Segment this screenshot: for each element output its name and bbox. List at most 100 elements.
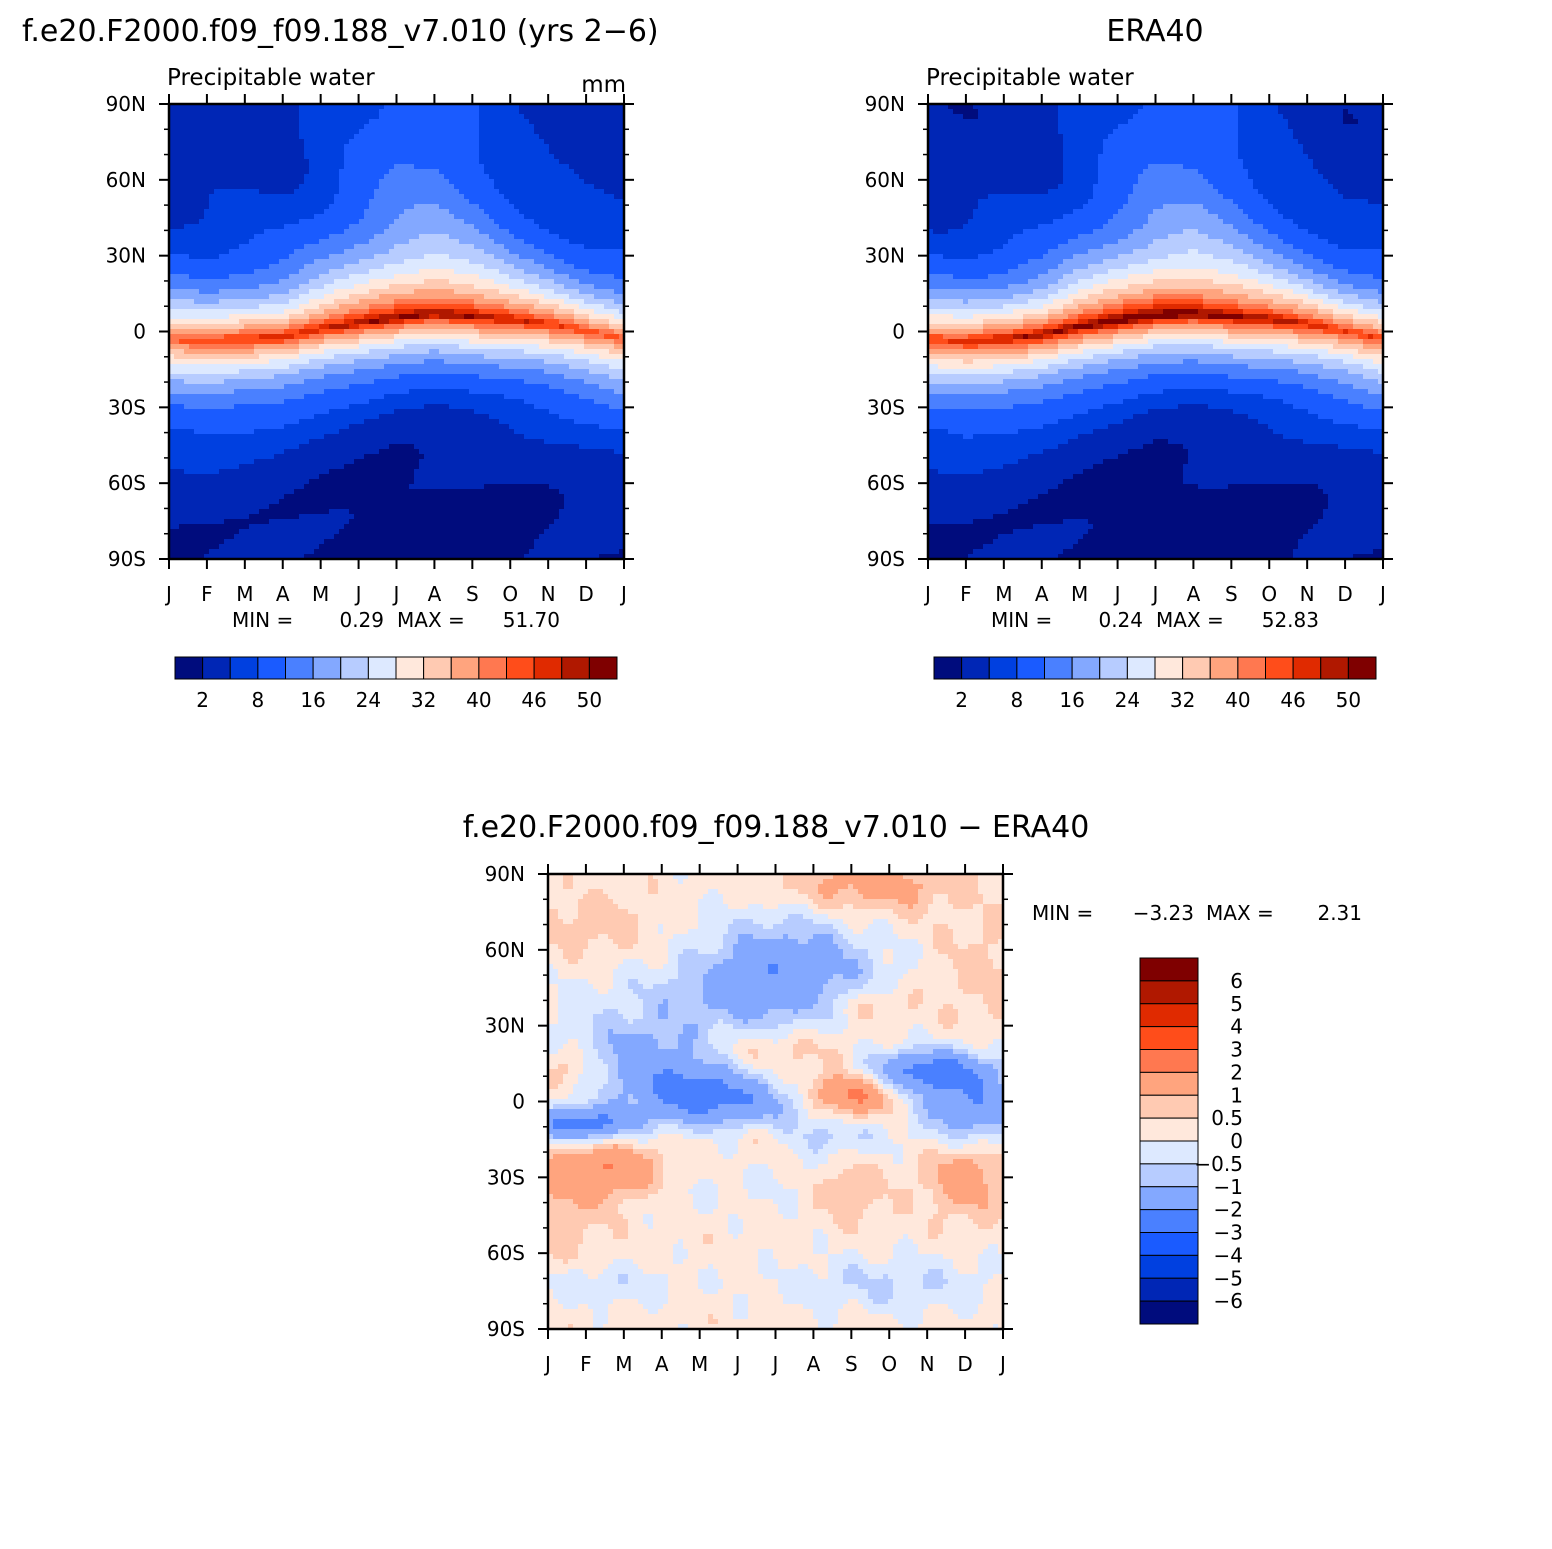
field-cell — [559, 119, 565, 125]
field-cell — [494, 304, 500, 310]
field-cell — [464, 229, 470, 235]
field-cell — [179, 214, 185, 220]
field-cell — [214, 139, 220, 145]
field-cell — [519, 149, 525, 155]
field-cell — [424, 264, 430, 270]
field-cell — [529, 274, 535, 280]
field-cell — [599, 114, 605, 120]
field-cell — [249, 204, 255, 210]
field-cell — [229, 264, 235, 270]
field-cell — [424, 369, 430, 375]
field-cell — [199, 239, 205, 245]
field-cell — [334, 169, 340, 175]
field-cell — [489, 319, 495, 325]
field-cell — [339, 294, 345, 300]
field-cell — [444, 119, 450, 125]
field-cell — [459, 329, 465, 335]
field-cell — [244, 189, 250, 195]
field-cell — [424, 209, 430, 215]
field-cell — [349, 244, 355, 250]
field-cell — [234, 134, 240, 140]
field-cell — [499, 249, 505, 255]
field-cell — [304, 104, 310, 110]
field-cell — [434, 139, 440, 145]
field-cell — [189, 269, 195, 275]
field-cell — [479, 284, 485, 290]
field-cell — [204, 234, 210, 240]
field-cell — [264, 109, 270, 115]
field-cell — [389, 374, 395, 380]
field-cell — [314, 249, 320, 255]
field-cell — [219, 239, 225, 245]
field-cell — [289, 279, 295, 285]
field-cell — [559, 294, 565, 300]
field-cell — [239, 299, 245, 305]
field-cell — [414, 349, 420, 355]
field-cell — [344, 374, 350, 380]
field-cell — [534, 364, 540, 370]
field-cell — [384, 114, 390, 120]
field-cell — [319, 209, 325, 215]
field-cell — [394, 229, 400, 235]
field-cell — [269, 119, 275, 125]
field-cell — [579, 199, 585, 205]
field-cell — [459, 309, 465, 315]
field-cell — [409, 309, 415, 315]
field-cell — [504, 244, 510, 250]
field-cell — [549, 264, 555, 270]
field-cell — [274, 229, 280, 235]
field-cell — [489, 274, 495, 280]
field-cell — [239, 374, 245, 380]
field-cell — [434, 314, 440, 320]
field-cell — [474, 179, 480, 185]
field-cell — [304, 184, 310, 190]
field-cell — [594, 119, 600, 125]
field-cell — [254, 189, 260, 195]
field-cell — [494, 139, 500, 145]
field-cell — [609, 104, 615, 110]
field-cell — [319, 219, 325, 225]
field-cell — [529, 209, 535, 215]
field-cell — [439, 269, 445, 275]
field-cell — [589, 359, 595, 365]
field-cell — [274, 289, 280, 295]
field-cell — [289, 299, 295, 305]
field-cell — [374, 344, 380, 350]
field-cell — [534, 124, 540, 130]
field-cell — [324, 294, 330, 300]
field-cell — [454, 224, 460, 230]
field-cell — [324, 334, 330, 340]
field-cell — [469, 169, 475, 175]
field-cell — [444, 169, 450, 175]
field-cell — [524, 214, 530, 220]
field-cell — [169, 194, 175, 200]
field-cell — [549, 109, 555, 115]
field-cell — [459, 124, 465, 130]
field-cell — [584, 289, 590, 295]
field-cell — [549, 349, 555, 355]
field-cell — [559, 349, 565, 355]
field-cell — [589, 114, 595, 120]
field-cell — [439, 139, 445, 145]
field-cell — [544, 169, 550, 175]
field-cell — [434, 129, 440, 135]
field-cell — [259, 374, 265, 380]
field-cell — [214, 159, 220, 165]
field-cell — [199, 259, 205, 265]
field-cell — [409, 234, 415, 240]
field-cell — [424, 199, 430, 205]
field-cell — [434, 374, 440, 380]
field-cell — [599, 199, 605, 205]
field-cell — [284, 374, 290, 380]
field-cell — [529, 314, 535, 320]
field-cell — [604, 199, 610, 205]
field-cell — [374, 279, 380, 285]
field-cell — [609, 364, 615, 370]
field-cell — [234, 224, 240, 230]
field-cell — [404, 324, 410, 330]
field-cell — [569, 289, 575, 295]
field-cell — [199, 244, 205, 250]
field-cell — [474, 229, 480, 235]
field-cell — [319, 329, 325, 335]
field-cell — [449, 324, 455, 330]
